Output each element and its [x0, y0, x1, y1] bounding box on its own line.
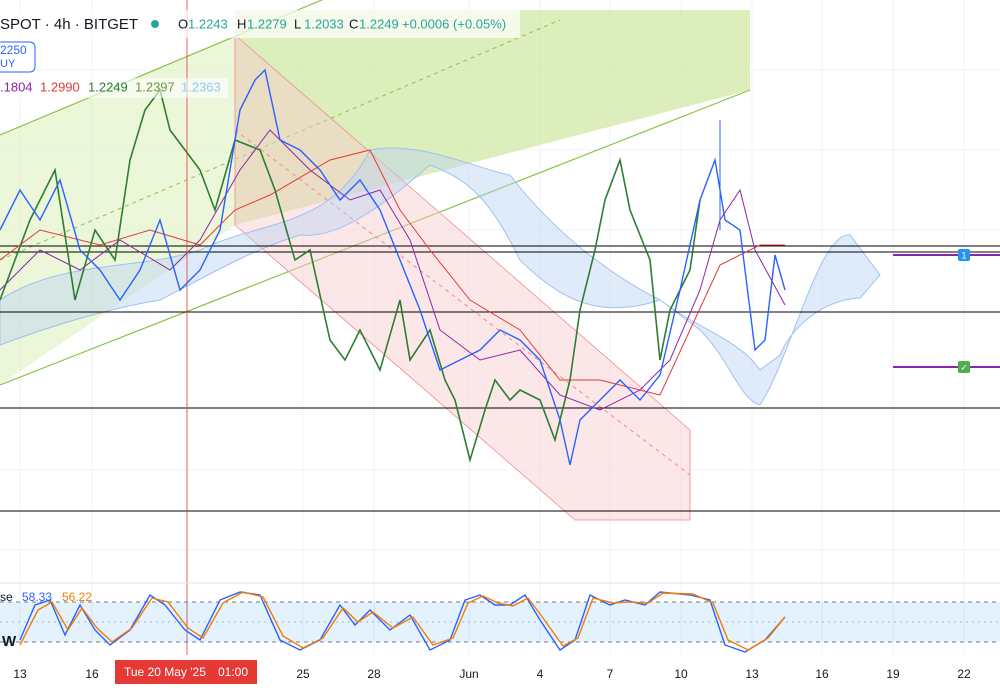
symbol: SPOT · 4h · BITGET — [0, 16, 138, 33]
ohlc-value: 1.2249 — [359, 16, 399, 31]
x-tick-label: 19 — [886, 667, 900, 681]
panel-label: W — [2, 633, 17, 650]
ohlc-key: O — [178, 16, 188, 31]
x-tick-label: 4 — [537, 667, 544, 681]
indicator-value: 1.2363 — [181, 79, 221, 94]
osc-k — [19, 591, 786, 653]
falling-channel — [234, 34, 691, 521]
indicator-values: .1804 1.2990 1.2249 1.2397 1.2363 — [0, 79, 221, 94]
channel-fill — [235, 10, 750, 225]
ohlc-key: H — [237, 16, 246, 31]
marker-label: 1 — [961, 250, 966, 260]
ohlc-key: C — [349, 16, 358, 31]
marker[interactable] — [958, 361, 970, 373]
marker-label: ✓ — [960, 362, 968, 372]
osc-name: se — [0, 590, 13, 604]
buy-price: 2250 — [0, 43, 27, 57]
indicator-bg — [0, 78, 228, 98]
buy-button[interactable] — [0, 41, 36, 73]
crosshair-date: Tue 20 May '25 — [124, 665, 206, 679]
indicator-value: 1.2249 — [88, 79, 128, 94]
osc-k-value: 58.33 — [22, 590, 52, 604]
channel-fill — [0, 35, 235, 385]
ohlc-value: 1.2279 — [247, 16, 287, 31]
indicator-value: .1804 — [0, 79, 33, 94]
x-tick-label: 10 — [674, 667, 688, 681]
x-tick-label: 16 — [815, 667, 829, 681]
x-tick-label: 13 — [745, 667, 759, 681]
x-tick-label: 13 — [13, 667, 27, 681]
buy-side: UY — [0, 58, 16, 70]
ohlc-value: 1.2243 — [188, 16, 228, 31]
x-tick-label: 25 — [296, 667, 310, 681]
change: +0.0006 (+0.05%) — [402, 16, 506, 31]
crosshair-label — [115, 660, 257, 684]
status-dot — [151, 20, 159, 28]
x-tick-label: 16 — [85, 667, 99, 681]
ohlc-value: 1.2033 — [304, 16, 344, 31]
osc-d-value: 56.22 — [62, 590, 92, 604]
lagging-span — [0, 88, 701, 464]
osc-d — [19, 591, 786, 651]
x-tick-label: 22 — [957, 667, 971, 681]
x-tick-label: 7 — [607, 667, 614, 681]
crosshair-time: 01:00 — [218, 665, 248, 679]
indicator-value: 1.2397 — [135, 79, 175, 94]
conversion-line — [0, 129, 786, 411]
legend-bg — [0, 10, 520, 38]
price-line — [0, 68, 786, 466]
x-axis-labels: 13 16 25 28 Jun 4 7 10 13 16 19 22 — [13, 667, 971, 681]
x-tick-label: 28 — [367, 667, 381, 681]
base-line — [0, 149, 785, 396]
channel-line — [0, 89, 751, 386]
x-tick-label: Jun — [459, 667, 478, 681]
ohlc: O 1.2243 H 1.2279 L 1.2033 C 1.2249 — [178, 16, 399, 31]
ohlc-key: L — [294, 16, 301, 31]
marker[interactable] — [958, 249, 970, 261]
indicator-value: 1.2990 — [40, 79, 80, 94]
channel-mid — [234, 129, 691, 476]
